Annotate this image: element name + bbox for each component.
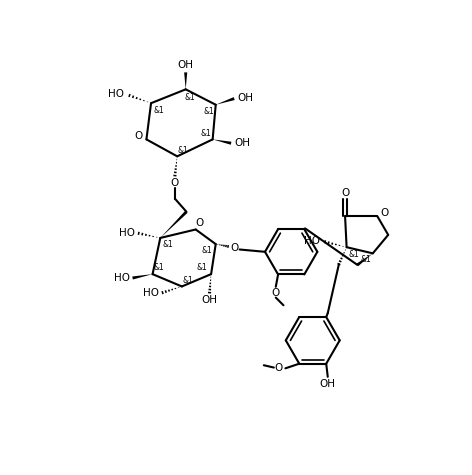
Text: OH: OH [320,379,336,389]
Text: O: O [380,208,388,218]
Text: O: O [341,188,349,198]
Text: O: O [230,243,238,253]
Text: &1: &1 [163,239,173,248]
Text: O: O [135,131,143,141]
Text: &1: &1 [348,250,359,258]
Text: HO: HO [304,236,320,246]
Text: &1: &1 [361,255,371,264]
Text: &1: &1 [153,105,164,114]
Text: OH: OH [177,60,194,70]
Text: &1: &1 [153,264,164,273]
Text: O: O [195,218,204,228]
Text: OH: OH [237,93,253,103]
Polygon shape [160,211,187,238]
Text: &1: &1 [196,264,207,273]
Text: &1: &1 [201,246,212,255]
Text: &1: &1 [183,276,194,285]
Polygon shape [213,139,231,145]
Polygon shape [356,253,373,266]
Text: O: O [274,362,283,372]
Text: HO: HO [119,228,135,238]
Text: HO: HO [114,273,130,283]
Text: O: O [171,178,179,188]
Polygon shape [216,97,235,105]
Text: OH: OH [234,138,250,148]
Text: OH: OH [202,294,218,304]
Text: HO: HO [108,89,124,99]
Text: &1: &1 [185,93,196,102]
Text: O: O [272,288,280,298]
Text: &1: &1 [200,129,211,138]
Text: HO: HO [143,288,159,298]
Polygon shape [132,274,152,279]
Text: &1: &1 [177,146,188,155]
Polygon shape [184,72,187,89]
Text: &1: &1 [203,107,214,116]
